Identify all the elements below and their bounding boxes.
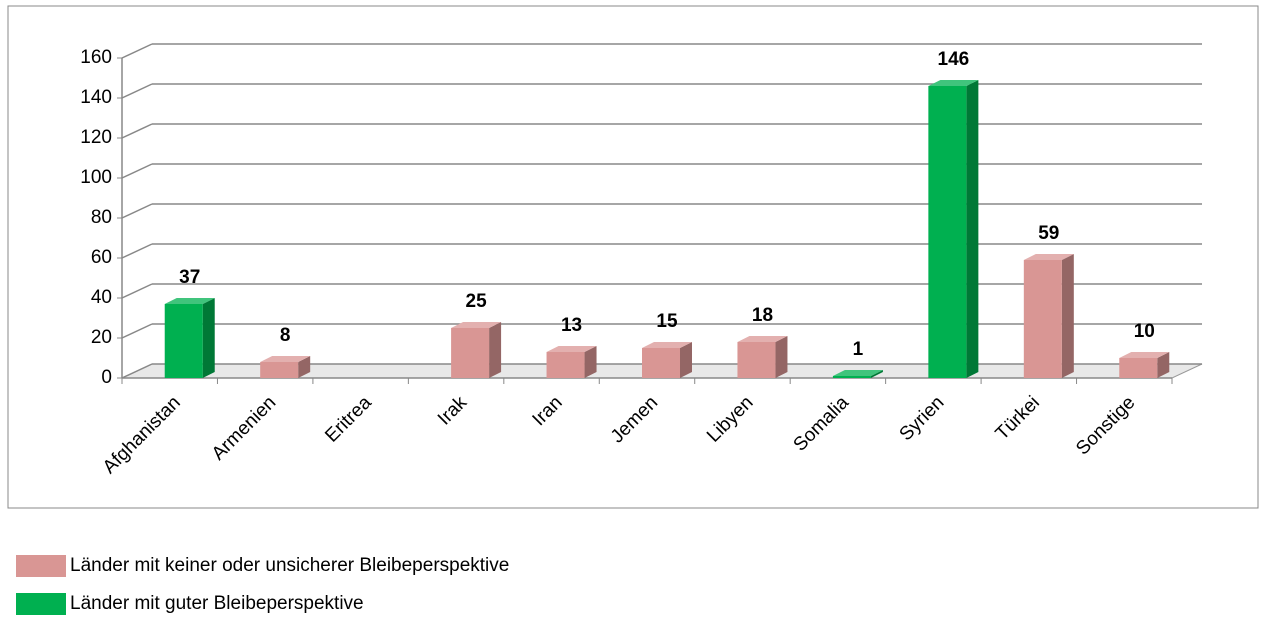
- bar-side: [489, 322, 502, 378]
- bar-top: [832, 370, 883, 376]
- bar-side: [298, 356, 311, 378]
- bar-side: [202, 298, 215, 378]
- y-tick-label: 20: [91, 327, 112, 348]
- grid-line-side: [121, 363, 153, 379]
- bar-top: [546, 346, 597, 352]
- bar-side: [1061, 254, 1074, 378]
- bar: [642, 348, 680, 378]
- data-label: 18: [752, 305, 773, 326]
- bar-top: [1023, 254, 1074, 260]
- legend-swatch: [16, 593, 66, 615]
- bar-top: [451, 322, 502, 328]
- y-tick-label: 80: [91, 207, 112, 228]
- bar: [832, 376, 871, 378]
- bar: [737, 342, 776, 378]
- data-label: 15: [656, 311, 678, 332]
- y-tick-label: 40: [91, 287, 112, 308]
- grid-line-side: [121, 43, 153, 59]
- legend-swatch: [16, 555, 66, 577]
- data-label: 13: [561, 315, 582, 336]
- bar: [1023, 260, 1062, 378]
- grid-line-side: [121, 243, 153, 259]
- bar-top: [928, 80, 979, 86]
- bar-top: [1119, 352, 1170, 358]
- grid-line-side: [121, 323, 153, 339]
- bar-side: [680, 342, 692, 378]
- bar: [164, 304, 203, 378]
- data-label: 25: [466, 291, 488, 312]
- bar: [260, 362, 299, 378]
- bar-top: [260, 356, 311, 362]
- data-label: 59: [1038, 223, 1059, 244]
- bar-side: [870, 370, 883, 378]
- bar-top: [642, 342, 692, 348]
- grid-line-side: [121, 83, 153, 99]
- data-label: 10: [1134, 321, 1155, 342]
- bar-side: [966, 80, 979, 378]
- bar-side: [584, 346, 597, 378]
- grid-line-side: [121, 203, 153, 219]
- y-tick-label: 120: [80, 127, 112, 148]
- grid-line-side: [121, 163, 153, 179]
- y-tick-label: 140: [80, 87, 112, 108]
- legend-label: Länder mit guter Bleibeperspektive: [70, 593, 364, 614]
- y-tick-label: 60: [91, 247, 112, 268]
- y-tick-label: 0: [101, 367, 112, 388]
- data-label: 1: [853, 339, 864, 360]
- data-label: 8: [280, 325, 291, 346]
- y-tick-label: 100: [80, 167, 112, 188]
- bar: [451, 328, 490, 378]
- grid-line-side: [121, 283, 153, 299]
- grid-line-side: [121, 123, 153, 139]
- data-label: 146: [938, 49, 970, 70]
- bar-top: [737, 336, 788, 342]
- y-tick-label: 160: [80, 47, 112, 68]
- data-label: 37: [179, 267, 200, 288]
- bar: [928, 86, 967, 378]
- bar-side: [775, 336, 788, 378]
- bar-top: [164, 298, 215, 304]
- bar-side: [1157, 352, 1170, 378]
- legend-label: Länder mit keiner oder unsicherer Bleibe…: [70, 555, 509, 576]
- bar: [1119, 358, 1158, 378]
- bar: [546, 352, 585, 378]
